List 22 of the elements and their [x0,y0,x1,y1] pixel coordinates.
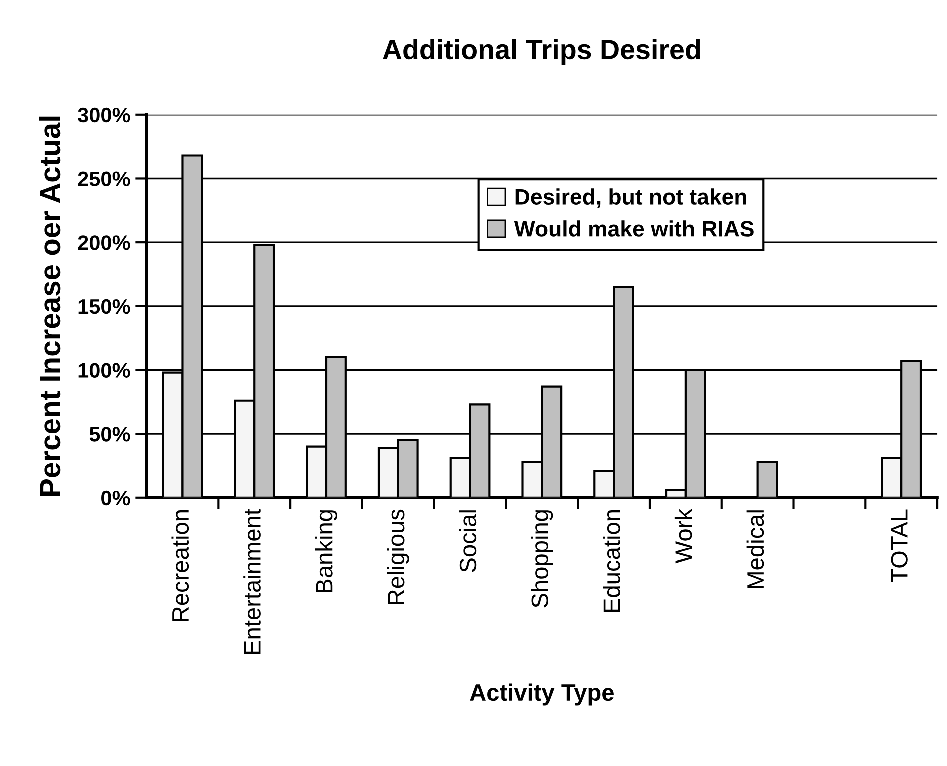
x-tick-label: Religious [387,510,410,604]
x-tick-label: Medical [746,510,764,588]
y-tick-label: 50% [90,427,130,442]
y-tick-label: 100% [78,363,130,378]
x-tick-label: Education [603,510,620,612]
y-axis-title: Percent Increase oer Actual [39,116,61,496]
x-tick-label: Work [674,508,692,564]
y-tick-label: 300% [78,108,130,123]
x-tick-label: TOTAL [891,510,908,582]
x-tick-label: Entertainment [244,509,261,654]
chart-title: Additional Trips Desired [383,39,700,66]
x-tick-label: Recreation [172,510,190,622]
x-tick-label: Social [459,510,477,572]
legend-label: Would make with RIAS [514,220,754,237]
y-tick-label: 250% [78,172,130,186]
y-tick-label: 150% [78,299,130,314]
y-tick-label: 0% [102,490,130,506]
legend-label: Desired, but not taken [516,188,746,208]
x-tick-label: Shopping [531,510,554,608]
x-tick-label: Banking [315,510,338,592]
y-tick-label: 200% [78,236,130,250]
x-axis-title: Activity Type [470,684,614,706]
